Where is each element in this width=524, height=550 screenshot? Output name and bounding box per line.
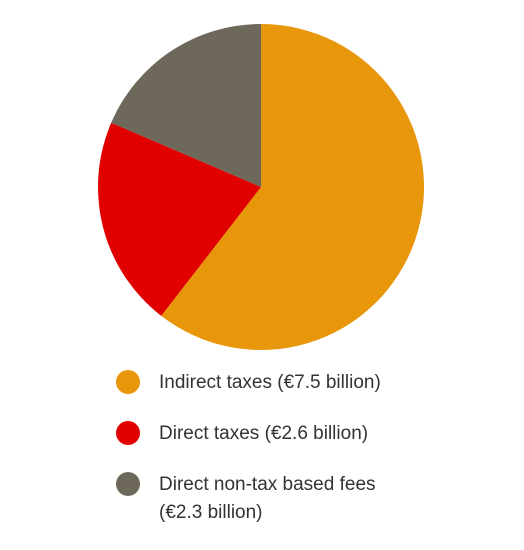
pie-slice-direct-non-tax-fees xyxy=(111,23,262,187)
legend-label-direct-non-tax-fees: Direct non-tax based fees (€2.3 billion) xyxy=(159,474,376,523)
legend-item-indirect-taxes: Indirect taxes (€7.5 billion) xyxy=(116,369,506,397)
legend-item-direct-non-tax-fees: Direct non-tax based fees (€2.3 billion) xyxy=(116,471,506,527)
legend-label-direct-taxes: Direct taxes (€2.6 billion) xyxy=(159,423,369,444)
legend-item-direct-taxes: Direct taxes (€2.6 billion) xyxy=(116,420,506,448)
pie-slice-direct-taxes xyxy=(97,122,261,316)
legend: Indirect taxes (€7.5 billion) Direct tax… xyxy=(116,369,506,550)
legend-swatch-direct-taxes xyxy=(116,421,140,445)
pie-slices xyxy=(97,23,424,350)
legend-swatch-direct-non-tax-fees xyxy=(116,472,140,496)
legend-label-indirect-taxes: Indirect taxes (€7.5 billion) xyxy=(159,372,381,393)
pie-chart xyxy=(97,23,424,350)
pie-slice-indirect-taxes xyxy=(161,24,424,350)
legend-swatch-indirect-taxes xyxy=(116,370,140,394)
